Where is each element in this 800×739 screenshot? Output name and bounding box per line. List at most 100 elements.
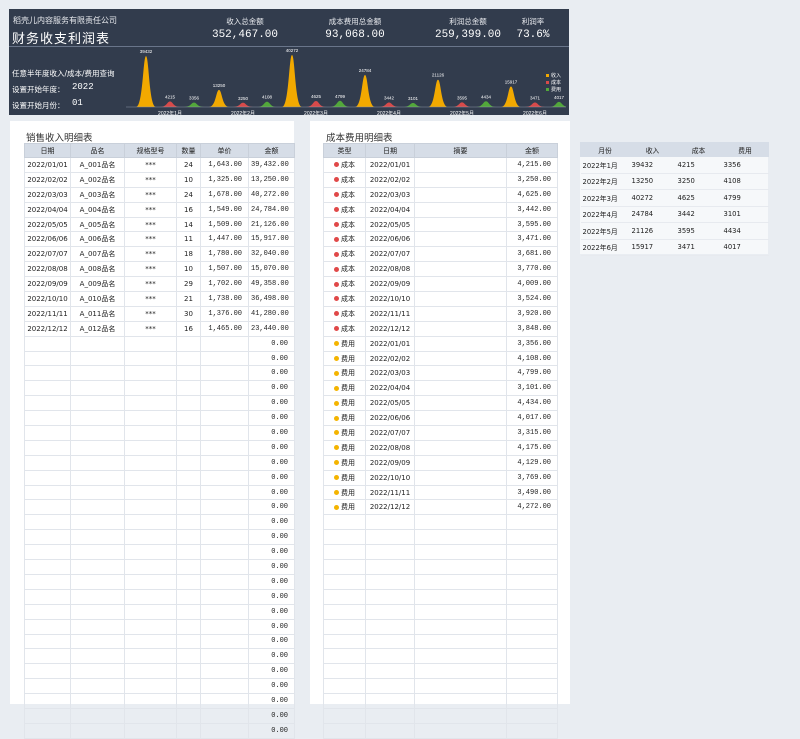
sales-cell[interactable]: 0.00 xyxy=(248,469,295,486)
sales-cell[interactable] xyxy=(176,618,201,635)
sales-cell[interactable]: 1,509.00 xyxy=(200,216,249,233)
sales-cell[interactable] xyxy=(70,410,125,427)
sales-cell[interactable] xyxy=(124,499,177,516)
sales-cell[interactable] xyxy=(200,633,249,650)
cost-amount-cell[interactable]: 3,250.00 xyxy=(506,171,558,188)
cost-cell[interactable] xyxy=(414,707,507,724)
sales-cell[interactable] xyxy=(176,514,201,531)
sales-cell[interactable] xyxy=(24,380,71,397)
cost-cell[interactable] xyxy=(414,514,507,531)
sales-cell[interactable] xyxy=(24,693,71,709)
sales-cell[interactable] xyxy=(24,454,71,471)
sales-cell[interactable]: A_001品名 xyxy=(70,157,125,173)
cost-date-cell[interactable]: 2022/11/11 xyxy=(365,305,415,322)
sales-cell[interactable]: 2022/11/11 xyxy=(24,305,71,322)
sales-cell[interactable] xyxy=(176,559,201,575)
cost-date-cell[interactable]: 2022/09/09 xyxy=(365,454,415,471)
sales-cell[interactable]: *** xyxy=(124,320,177,337)
cost-summary-cell[interactable] xyxy=(414,276,507,293)
sales-cell[interactable]: 2022/01/01 xyxy=(24,157,71,173)
sales-cell[interactable] xyxy=(70,544,125,561)
cost-cell[interactable] xyxy=(323,529,366,546)
cost-date-cell[interactable]: 2022/03/03 xyxy=(365,186,415,203)
sales-cell[interactable] xyxy=(24,559,71,575)
sales-cell[interactable]: 36,498.00 xyxy=(248,291,295,307)
cost-cell[interactable] xyxy=(365,588,415,605)
cost-cell[interactable] xyxy=(506,663,558,680)
sales-cell[interactable] xyxy=(124,350,177,367)
cost-cell[interactable] xyxy=(414,678,507,695)
cost-cell[interactable] xyxy=(506,722,558,739)
cost-cell[interactable] xyxy=(365,618,415,635)
cost-summary-cell[interactable] xyxy=(414,231,507,248)
sales-cell[interactable] xyxy=(70,633,125,650)
cost-amount-cell[interactable]: 4,175.00 xyxy=(506,439,558,456)
sales-cell[interactable]: 1,376.00 xyxy=(200,305,249,322)
cost-date-cell[interactable]: 2022/12/12 xyxy=(365,499,415,516)
cost-date-cell[interactable]: 2022/08/08 xyxy=(365,261,415,278)
sales-cell[interactable] xyxy=(70,678,125,695)
cost-amount-cell[interactable]: 4,625.00 xyxy=(506,186,558,203)
sales-cell[interactable] xyxy=(176,350,201,367)
sales-cell[interactable] xyxy=(124,618,177,635)
cost-cell[interactable] xyxy=(365,693,415,709)
sales-cell[interactable] xyxy=(124,544,177,561)
cost-type-cell[interactable]: 成本 xyxy=(323,305,366,322)
sales-cell[interactable] xyxy=(200,410,249,427)
sales-cell[interactable] xyxy=(70,693,125,709)
sales-cell[interactable] xyxy=(176,588,201,605)
sales-cell[interactable] xyxy=(176,439,201,456)
sales-cell[interactable] xyxy=(176,707,201,724)
sales-cell[interactable] xyxy=(70,425,125,441)
sales-cell[interactable] xyxy=(176,469,201,486)
cost-amount-cell[interactable]: 3,490.00 xyxy=(506,484,558,501)
cost-cell[interactable] xyxy=(323,514,366,531)
sales-cell[interactable]: 0.00 xyxy=(248,350,295,367)
sales-cell[interactable] xyxy=(200,678,249,695)
sales-cell[interactable] xyxy=(124,484,177,501)
sales-cell[interactable]: 0.00 xyxy=(248,588,295,605)
cost-date-cell[interactable]: 2022/07/07 xyxy=(365,425,415,441)
cost-cell[interactable] xyxy=(365,707,415,724)
cost-type-cell[interactable]: 成本 xyxy=(323,186,366,203)
cost-cell[interactable] xyxy=(414,663,507,680)
sales-cell[interactable] xyxy=(200,514,249,531)
sales-cell[interactable]: 39,432.00 xyxy=(248,157,295,173)
sales-cell[interactable] xyxy=(200,425,249,441)
sales-cell[interactable] xyxy=(24,707,71,724)
sales-cell[interactable]: *** xyxy=(124,186,177,203)
cost-summary-cell[interactable] xyxy=(414,320,507,337)
sales-cell[interactable]: 0.00 xyxy=(248,410,295,427)
cost-cell[interactable] xyxy=(506,678,558,695)
cost-cell[interactable] xyxy=(506,707,558,724)
sales-cell[interactable] xyxy=(124,454,177,471)
cost-summary-cell[interactable] xyxy=(414,186,507,203)
sales-cell[interactable] xyxy=(124,722,177,739)
sales-cell[interactable] xyxy=(124,707,177,724)
sales-cell[interactable] xyxy=(24,648,71,665)
sales-cell[interactable] xyxy=(200,573,249,590)
sales-cell[interactable] xyxy=(124,365,177,382)
cost-cell[interactable] xyxy=(506,633,558,650)
cost-cell[interactable] xyxy=(323,707,366,724)
sales-cell[interactable] xyxy=(70,439,125,456)
sales-cell[interactable] xyxy=(70,573,125,590)
cost-date-cell[interactable]: 2022/12/12 xyxy=(365,320,415,337)
cost-cell[interactable] xyxy=(506,693,558,709)
sales-cell[interactable] xyxy=(124,335,177,352)
cost-cell[interactable] xyxy=(365,648,415,665)
cost-cell[interactable] xyxy=(323,573,366,590)
cost-summary-cell[interactable] xyxy=(414,469,507,486)
sales-cell[interactable]: A_007品名 xyxy=(70,246,125,263)
sales-cell[interactable]: 24 xyxy=(176,186,201,203)
sales-cell[interactable] xyxy=(176,544,201,561)
cost-cell[interactable] xyxy=(365,722,415,739)
sales-cell[interactable] xyxy=(176,484,201,501)
sales-cell[interactable] xyxy=(70,603,125,620)
sales-cell[interactable]: 0.00 xyxy=(248,454,295,471)
cost-type-cell[interactable]: 费用 xyxy=(323,335,366,352)
cost-type-cell[interactable]: 费用 xyxy=(323,425,366,441)
sales-cell[interactable]: 2022/03/03 xyxy=(24,186,71,203)
sales-cell[interactable] xyxy=(124,425,177,441)
sales-cell[interactable] xyxy=(70,588,125,605)
